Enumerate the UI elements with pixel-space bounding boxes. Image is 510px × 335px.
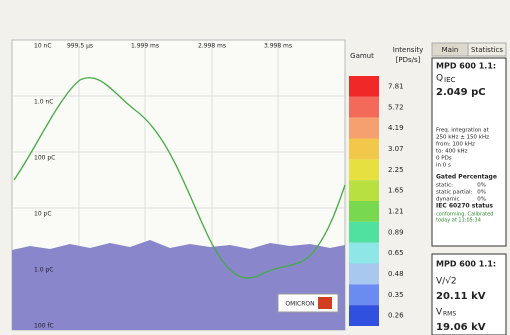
colorbar-bin [349,201,379,222]
x-label: 3.998 ms [264,43,292,50]
unit: [PDs/s] [396,56,421,64]
gated-value: 0% [477,190,486,196]
colorbar-bin [349,96,379,118]
quantity: Q [436,74,443,84]
colorbar-bin [349,242,379,264]
gated-label: dynamic [436,197,460,203]
colorbar-label: 0.48 [388,270,404,278]
colorbar-label: 1.21 [388,207,404,215]
tab-label[interactable]: Main [442,46,459,54]
value: 20.11 kV [436,291,486,302]
info-line: 250 kHz ± 150 kHz [436,135,489,141]
x-label: 1.999 ms [131,43,159,50]
status-line: conforming. Calibrated [436,212,493,218]
gated-value: 0% [477,183,486,189]
colorbar-bin [349,221,379,243]
info-line: Freq. integration at [436,128,490,134]
logo-icon [318,297,332,309]
colorbar-label: 0.35 [388,291,404,299]
status-line: today at 11:05:34 [436,218,481,224]
voltage-curve [13,77,346,279]
colorbar-bin [349,138,379,160]
colorbar-bin [349,159,379,181]
colorbar-label: 7.81 [388,82,404,90]
info-line: in 0 s [436,163,451,169]
colorbar-label: 2.25 [388,166,404,174]
colorbar-bin [349,76,379,97]
info-line: to: 400 kHz [436,149,468,155]
colorbar-bin [349,284,379,306]
pd-pattern [12,240,345,330]
panel [431,57,507,247]
panel-title: MPD 600 1.1: [436,62,496,71]
y-label: 1.0 nC [34,99,53,106]
colorbar-label: 4.19 [388,124,404,132]
gated-label: static partial: [436,190,473,196]
section-title: IEC 60270 status [436,203,493,210]
colorbar-bin [349,180,379,201]
panel-title: MPD 600 1.1: [436,260,496,269]
quantity: V [436,308,443,318]
colorbar-label: 1.65 [388,187,404,195]
colorbar-bin [349,305,379,326]
value: 19.06 kV [436,322,486,333]
y-label: 100 fC [34,323,54,330]
colorbar-label: 0.65 [388,249,404,257]
y-label: 10 nC [34,43,52,50]
colorbar-bin [349,263,379,285]
quantity: V/√2 [436,276,457,287]
colorbar-label: 3.07 [388,145,404,153]
info-line: from: 100 kHz [436,142,475,148]
logo: OMICRON [285,301,314,308]
colorbar-label: 5.72 [388,103,404,111]
quantity-sub: RMS [443,311,456,318]
y-label: 10 pC [34,211,52,218]
y-label: 100 pC [34,155,55,162]
panel [431,253,507,335]
gated-value: 0% [477,197,486,203]
colorbar-label: 0.89 [388,228,404,236]
info-line: 0 PDs [436,156,452,162]
value: 2.049 pC [436,87,486,98]
colorbar-title: Gamut [350,52,374,60]
section-title: Gated Percentage [436,174,497,181]
gated-label: static: [436,183,453,189]
x-label: 2.998 ms [198,43,226,50]
colorbar-bin [349,117,379,139]
quantity-sub: IEC [444,76,455,84]
tab[interactable] [467,42,507,57]
unit-title: Intensity [393,46,423,54]
x-label: 999.5 µs [67,43,93,50]
tab-label[interactable]: Statistics [471,46,503,54]
colorbar-label: 0.26 [388,312,404,320]
y-label: 1.0 pC [34,267,53,274]
